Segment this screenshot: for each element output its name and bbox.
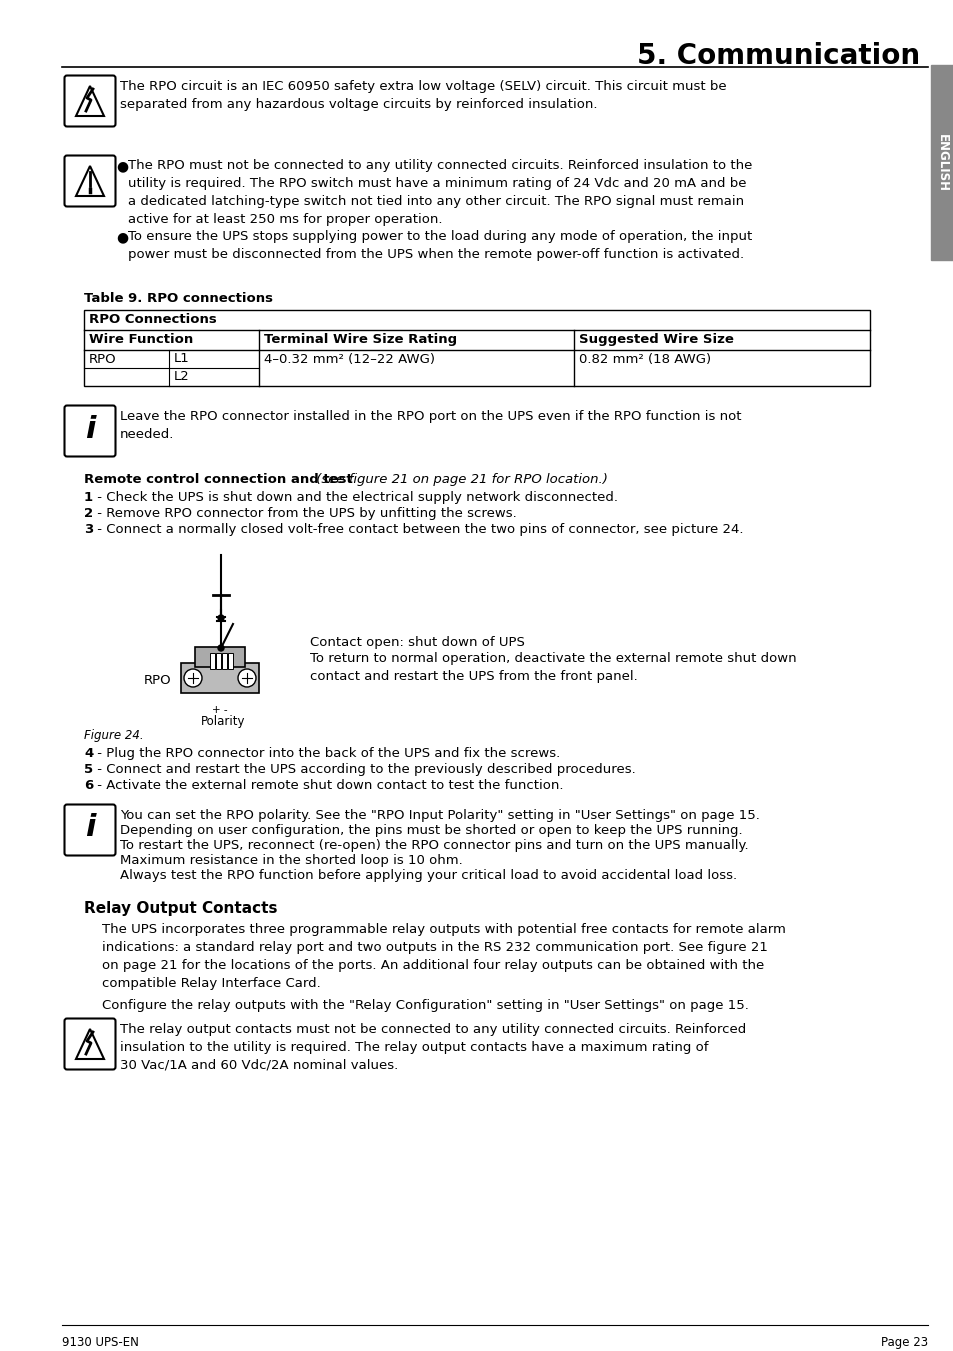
Bar — [210, 653, 214, 669]
Text: 5. Communication: 5. Communication — [637, 42, 919, 70]
Text: Maximum resistance in the shorted loop is 10 ohm.: Maximum resistance in the shorted loop i… — [120, 854, 462, 867]
Text: L1: L1 — [173, 353, 190, 365]
Text: Suggested Wire Size: Suggested Wire Size — [578, 332, 733, 346]
Text: - Remove RPO connector from the UPS by unfitting the screws.: - Remove RPO connector from the UPS by u… — [92, 507, 517, 520]
Text: RPO Connections: RPO Connections — [89, 313, 216, 326]
Text: Terminal Wire Size Rating: Terminal Wire Size Rating — [264, 332, 456, 346]
Text: 4–0.32 mm² (12–22 AWG): 4–0.32 mm² (12–22 AWG) — [264, 354, 435, 366]
Circle shape — [237, 669, 255, 688]
Text: Table 9. RPO connections: Table 9. RPO connections — [84, 292, 273, 305]
Text: The RPO must not be connected to any utility connected circuits. Reinforced insu: The RPO must not be connected to any uti… — [128, 159, 752, 226]
Text: 0.82 mm² (18 AWG): 0.82 mm² (18 AWG) — [578, 354, 710, 366]
Text: Page 23: Page 23 — [880, 1336, 927, 1350]
Text: To restart the UPS, reconnect (re-open) the RPO connector pins and turn on the U: To restart the UPS, reconnect (re-open) … — [120, 839, 748, 852]
Text: Figure 24.: Figure 24. — [84, 730, 144, 742]
Text: 4: 4 — [84, 747, 93, 761]
Text: Contact open: shut down of UPS: Contact open: shut down of UPS — [310, 636, 524, 648]
Circle shape — [218, 615, 224, 621]
Text: The UPS incorporates three programmable relay outputs with potential free contac: The UPS incorporates three programmable … — [102, 923, 785, 990]
FancyBboxPatch shape — [65, 804, 115, 855]
Text: You can set the RPO polarity. See the "RPO Input Polarity" setting in "User Sett: You can set the RPO polarity. See the "R… — [120, 809, 760, 821]
Text: 5: 5 — [84, 763, 93, 775]
Text: ●: ● — [116, 159, 128, 173]
Bar — [930, 65, 953, 259]
Circle shape — [184, 669, 202, 688]
Text: Relay Output Contacts: Relay Output Contacts — [84, 901, 277, 916]
Text: - Activate the external remote shut down contact to test the function.: - Activate the external remote shut down… — [92, 780, 563, 792]
FancyBboxPatch shape — [65, 405, 115, 457]
Text: - Plug the RPO connector into the back of the UPS and fix the screws.: - Plug the RPO connector into the back o… — [92, 747, 559, 761]
Bar — [228, 653, 233, 669]
Bar — [194, 647, 245, 667]
Text: Depending on user configuration, the pins must be shorted or open to keep the UP: Depending on user configuration, the pin… — [120, 824, 741, 838]
Text: 2: 2 — [84, 507, 93, 520]
Circle shape — [218, 644, 224, 651]
Text: The RPO circuit is an IEC 60950 safety extra low voltage (SELV) circuit. This ci: The RPO circuit is an IEC 60950 safety e… — [120, 80, 726, 111]
Text: 1: 1 — [84, 490, 93, 504]
Text: To ensure the UPS stops supplying power to the load during any mode of operation: To ensure the UPS stops supplying power … — [128, 230, 752, 261]
Bar — [181, 663, 258, 693]
Text: - Check the UPS is shut down and the electrical supply network disconnected.: - Check the UPS is shut down and the ele… — [92, 490, 618, 504]
FancyBboxPatch shape — [65, 76, 115, 127]
Text: i: i — [85, 415, 95, 443]
Text: (see figure 21 on page 21 for RPO location.): (see figure 21 on page 21 for RPO locati… — [312, 473, 607, 486]
Text: Configure the relay outputs with the "Relay Configuration" setting in "User Sett: Configure the relay outputs with the "Re… — [102, 998, 748, 1012]
Text: Wire Function: Wire Function — [89, 332, 193, 346]
Text: Polarity: Polarity — [200, 715, 245, 728]
Bar — [215, 653, 221, 669]
Text: Remote control connection and test: Remote control connection and test — [84, 473, 353, 486]
Text: L2: L2 — [173, 370, 190, 382]
Text: + -: + - — [212, 705, 228, 715]
Text: To return to normal operation, deactivate the external remote shut down
contact : To return to normal operation, deactivat… — [310, 653, 796, 684]
Text: - Connect and restart the UPS according to the previously described procedures.: - Connect and restart the UPS according … — [92, 763, 635, 775]
Text: RPO: RPO — [89, 353, 116, 366]
FancyBboxPatch shape — [65, 1019, 115, 1070]
Text: 3: 3 — [84, 523, 93, 536]
Text: 6: 6 — [84, 780, 93, 792]
Text: ENGLISH: ENGLISH — [935, 134, 948, 192]
FancyBboxPatch shape — [65, 155, 115, 207]
Text: i: i — [85, 813, 95, 843]
Text: 9130 UPS-EN: 9130 UPS-EN — [62, 1336, 139, 1350]
Text: - Connect a normally closed volt-free contact between the two pins of connector,: - Connect a normally closed volt-free co… — [92, 523, 742, 536]
Bar — [84, 309, 869, 386]
Text: Always test the RPO function before applying your critical load to avoid acciden: Always test the RPO function before appl… — [120, 869, 737, 882]
Text: The relay output contacts must not be connected to any utility connected circuit: The relay output contacts must not be co… — [120, 1023, 745, 1071]
Bar — [222, 653, 227, 669]
Text: ●: ● — [116, 230, 128, 245]
Text: Leave the RPO connector installed in the RPO port on the UPS even if the RPO fun: Leave the RPO connector installed in the… — [120, 409, 740, 440]
Text: RPO: RPO — [143, 674, 171, 686]
